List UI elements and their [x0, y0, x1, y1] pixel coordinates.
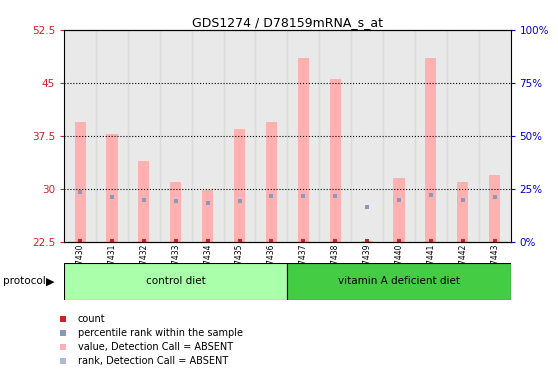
- Text: count: count: [78, 314, 105, 324]
- Bar: [107, 134, 118, 242]
- Bar: [415, 30, 447, 242]
- Bar: [138, 160, 150, 242]
- Text: ▶: ▶: [46, 276, 54, 286]
- Bar: [170, 182, 181, 242]
- Bar: [64, 30, 96, 242]
- Bar: [128, 30, 160, 242]
- Bar: [319, 30, 351, 242]
- Bar: [447, 30, 479, 242]
- Bar: [202, 190, 213, 242]
- Bar: [96, 30, 128, 242]
- Bar: [256, 30, 287, 242]
- Bar: [383, 30, 415, 242]
- Bar: [234, 129, 245, 242]
- Bar: [479, 30, 511, 242]
- Bar: [298, 58, 309, 242]
- Bar: [287, 262, 511, 300]
- Bar: [192, 30, 224, 242]
- Bar: [160, 30, 192, 242]
- Bar: [224, 30, 256, 242]
- Text: percentile rank within the sample: percentile rank within the sample: [78, 328, 243, 338]
- Bar: [362, 241, 373, 242]
- Bar: [287, 30, 319, 242]
- Text: rank, Detection Call = ABSENT: rank, Detection Call = ABSENT: [78, 356, 228, 366]
- Bar: [425, 58, 436, 242]
- Bar: [351, 30, 383, 242]
- Text: vitamin A deficient diet: vitamin A deficient diet: [338, 276, 460, 286]
- Bar: [457, 182, 468, 242]
- Bar: [489, 175, 500, 242]
- Bar: [266, 122, 277, 242]
- Bar: [330, 80, 341, 242]
- Bar: [393, 178, 405, 242]
- Text: protocol: protocol: [3, 276, 46, 286]
- Text: value, Detection Call = ABSENT: value, Detection Call = ABSENT: [78, 342, 233, 352]
- Bar: [75, 122, 86, 242]
- Text: control diet: control diet: [146, 276, 206, 286]
- Title: GDS1274 / D78159mRNA_s_at: GDS1274 / D78159mRNA_s_at: [192, 16, 383, 29]
- Bar: [64, 262, 287, 300]
